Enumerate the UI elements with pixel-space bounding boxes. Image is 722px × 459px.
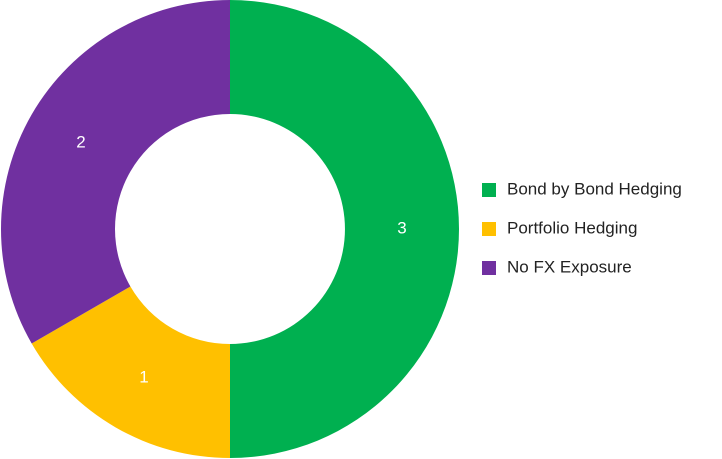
donut-slice (230, 0, 459, 458)
slice-label: 1 (139, 367, 148, 386)
legend-label: Bond by Bond Hedging (507, 179, 682, 198)
legend-label: Portfolio Hedging (507, 218, 637, 237)
slice-label: 3 (397, 218, 406, 237)
slice-label: 2 (76, 132, 85, 151)
legend-label: No FX Exposure (507, 257, 632, 276)
donut-slice (31, 286, 231, 458)
legend-swatch (482, 261, 496, 275)
legend-swatch (482, 222, 496, 236)
legend-swatch (482, 183, 496, 197)
donut-slice (1, 0, 231, 344)
